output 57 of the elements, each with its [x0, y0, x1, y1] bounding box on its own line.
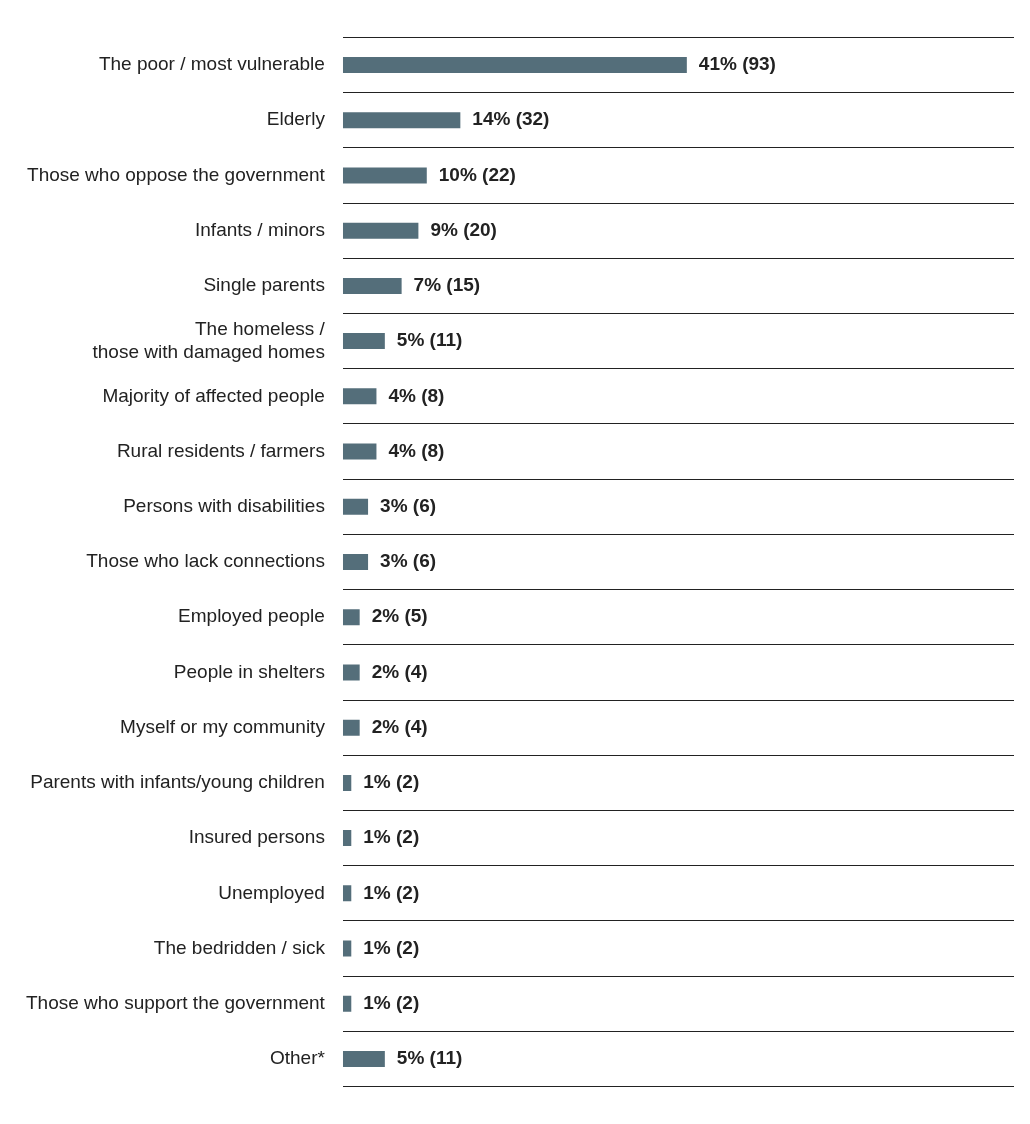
y-tick-label: Persons with disabilities	[123, 495, 325, 517]
y-tick-label: Majority of affected people	[102, 384, 325, 406]
bar	[342, 1050, 385, 1067]
y-tick-label: Those who oppose the government	[27, 163, 326, 185]
bar	[342, 719, 360, 736]
bar	[342, 609, 360, 626]
bar	[342, 388, 377, 405]
bar	[342, 57, 687, 74]
data-label: 14% (32)	[472, 108, 550, 130]
bar	[342, 830, 352, 847]
y-tick-label: Single parents	[203, 274, 325, 296]
y-tick-label: The poor / most vulnerable	[98, 53, 325, 75]
bar	[342, 222, 419, 239]
y-tick-label: Other*	[269, 1047, 326, 1069]
y-tick-label: Myself or my community	[120, 715, 326, 737]
y-tick-label: Unemployed	[218, 881, 325, 903]
data-label: 2% (5)	[371, 605, 428, 627]
data-label: 1% (2)	[363, 992, 420, 1013]
bar	[342, 664, 360, 681]
bar	[342, 277, 402, 294]
y-tick-label: Employed people	[178, 605, 325, 627]
y-tick-label: Insured persons	[188, 826, 325, 848]
bar	[342, 553, 369, 571]
y-tick-label: Infants / minors	[195, 218, 325, 240]
bar	[342, 498, 369, 515]
bar	[342, 167, 427, 184]
data-label: 1% (2)	[363, 771, 420, 793]
bar	[342, 333, 385, 350]
data-label: 3% (6)	[380, 495, 437, 517]
data-label: 9% (20)	[430, 218, 497, 240]
y-tick-label: Those who support the government	[25, 992, 326, 1013]
data-label: 1% (2)	[363, 881, 420, 903]
bar	[342, 774, 352, 791]
bar	[342, 995, 352, 1012]
bar	[342, 885, 352, 902]
bar	[342, 940, 352, 957]
data-label: 5% (11)	[396, 1047, 463, 1069]
bar	[342, 112, 461, 129]
y-tick-label: Parents with infants/young children	[30, 771, 325, 793]
bar	[342, 443, 377, 460]
y-tick-label: Elderly	[266, 108, 326, 130]
data-label: 10% (22)	[438, 163, 516, 185]
data-label: 5% (11)	[396, 329, 463, 351]
y-tick-label: Rural residents / farmers	[116, 439, 325, 461]
data-label: 4% (8)	[388, 439, 445, 461]
data-label: 1% (2)	[363, 936, 420, 958]
y-tick-label: People in shelters	[173, 660, 325, 682]
data-label: 4% (8)	[388, 384, 445, 406]
y-tick-label: The homeless / those with damaged homes	[92, 317, 326, 362]
data-label: 2% (4)	[371, 715, 428, 737]
data-label: 7% (15)	[413, 274, 481, 296]
y-tick-label: Those who lack connections	[86, 550, 325, 572]
data-label: 1% (2)	[363, 826, 420, 848]
data-label: 41% (93)	[698, 53, 776, 75]
data-label: 2% (4)	[371, 660, 428, 682]
data-label: 3% (6)	[380, 550, 437, 572]
y-tick-label: The bedridden / sick	[153, 936, 326, 958]
